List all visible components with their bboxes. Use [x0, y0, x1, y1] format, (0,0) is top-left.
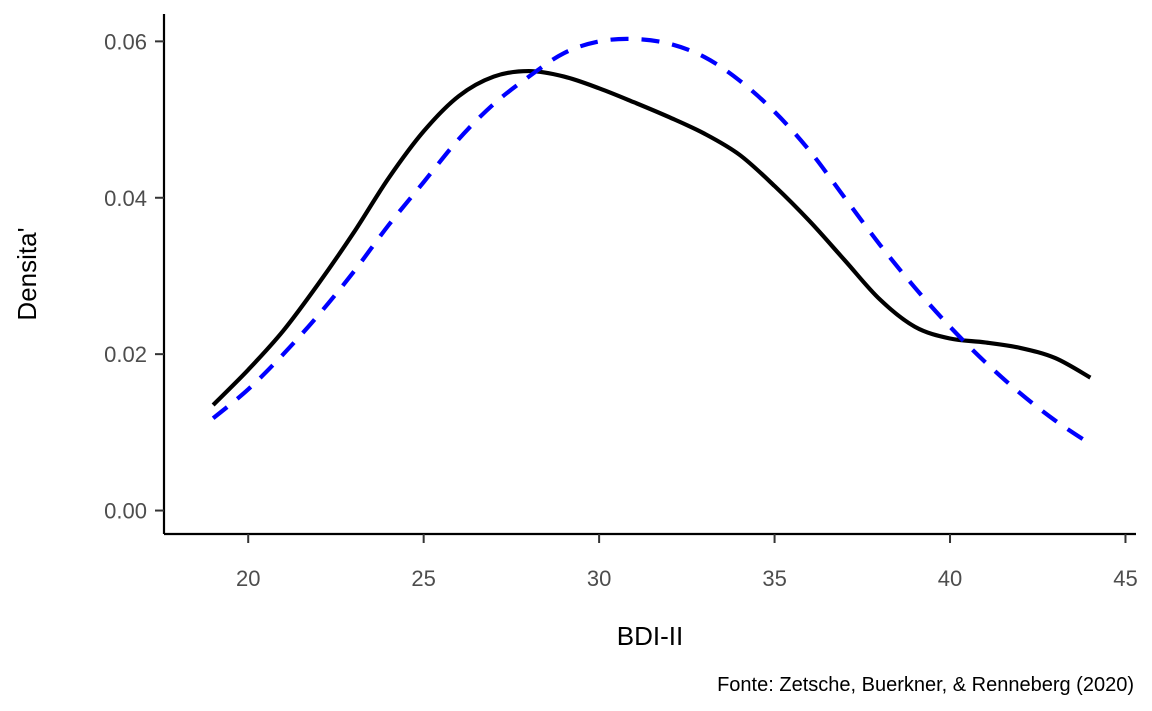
axes — [162, 14, 1136, 536]
source-caption: Fonte: Zetsche, Buerkner, & Renneberg (2… — [717, 674, 1134, 696]
x-tick-label: 40 — [938, 566, 962, 591]
y-axis-title: Densita' — [12, 227, 42, 320]
x-axis-title: BDI-II — [617, 621, 683, 651]
y-tick-label: 0.02 — [104, 342, 147, 367]
y-tick-label: 0.00 — [104, 499, 147, 524]
x-tick-label: 25 — [411, 566, 435, 591]
dashed-density-line — [211, 36, 1092, 446]
solid-density-line — [211, 68, 1092, 407]
x-tick-label: 30 — [587, 566, 611, 591]
y-tick-label: 0.06 — [104, 29, 147, 54]
y-tick-label: 0.04 — [104, 186, 147, 211]
x-ticks: 20 25 30 35 40 45 — [236, 534, 1138, 591]
x-tick-label: 45 — [1113, 566, 1137, 591]
series-layer — [211, 36, 1092, 446]
x-tick-label: 20 — [236, 566, 260, 591]
x-tick-label: 35 — [762, 566, 786, 591]
y-ticks: 0.00 0.02 0.04 0.06 — [104, 29, 164, 524]
